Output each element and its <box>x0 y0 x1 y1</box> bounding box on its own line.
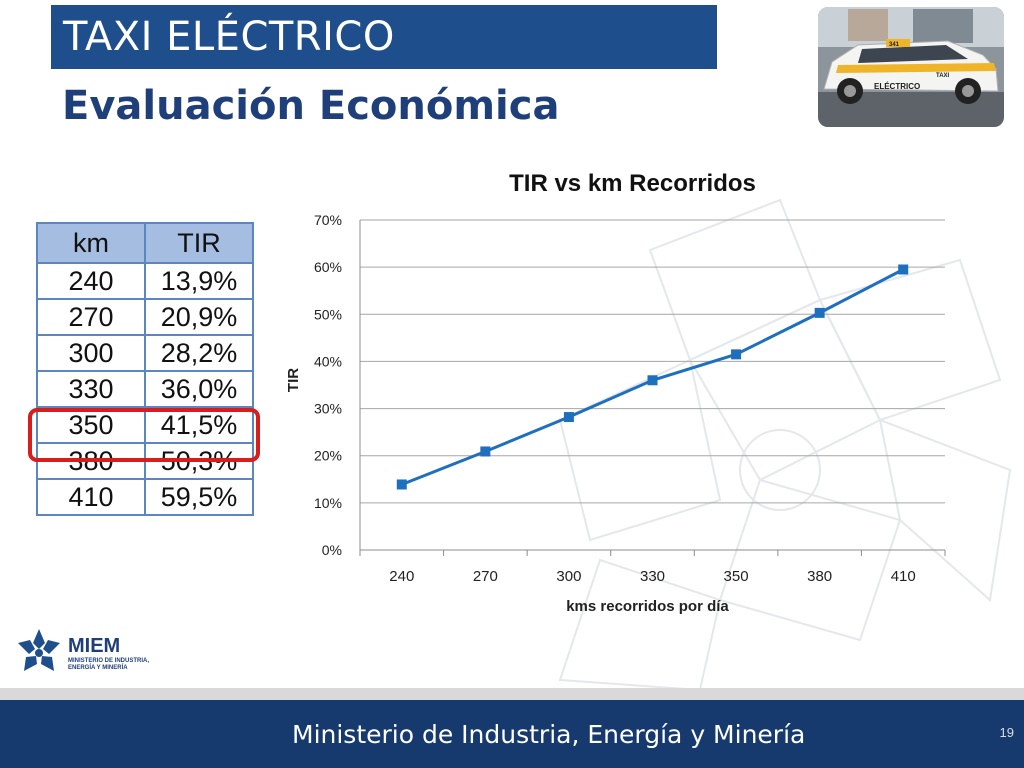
y-tick-label: 40% <box>314 353 342 369</box>
km-cell: 270 <box>36 298 146 336</box>
km-cell: 300 <box>36 334 146 372</box>
data-point <box>396 479 407 490</box>
x-tick-label: 380 <box>807 568 832 585</box>
data-point <box>898 264 909 275</box>
header-km: km <box>36 222 146 264</box>
miem-logo: MIEM Ministerio de Industria, Energía y … <box>14 627 154 679</box>
taxi-door-label: ELÉCTRICO <box>874 82 920 91</box>
footer-text: Ministerio de Industria, Energía y Miner… <box>292 720 806 749</box>
tir-cell: 28,2% <box>144 334 254 372</box>
x-tick-label: 410 <box>891 568 916 585</box>
x-tick-label: 240 <box>389 568 414 585</box>
table-row: 330 36,0% <box>36 370 254 408</box>
tir-cell: 13,9% <box>144 262 254 300</box>
tir-cell: 41,5% <box>144 406 254 444</box>
taxi-photo: 341 ELÉCTRICO TAXI <box>818 7 1004 127</box>
x-axis-title: kms recorridos por día <box>566 598 729 615</box>
y-tick-label: 30% <box>314 401 342 417</box>
slide-subtitle: Evaluación Económica <box>62 83 560 129</box>
miem-star-icon <box>18 629 60 671</box>
km-cell: 380 <box>36 442 146 480</box>
y-tick-label: 0% <box>322 542 342 558</box>
table-row-highlighted: 350 41,5% <box>36 406 254 444</box>
y-tick-label: 20% <box>314 448 342 464</box>
tir-cell: 20,9% <box>144 298 254 336</box>
x-tick-label: 300 <box>556 568 581 585</box>
km-cell: 330 <box>36 370 146 408</box>
y-tick-label: 60% <box>314 259 342 275</box>
km-cell: 350 <box>36 406 146 444</box>
highlight-box <box>28 408 260 462</box>
chart-title: TIR vs km Recorridos <box>509 170 756 197</box>
footer-divider <box>0 688 1024 700</box>
y-tick-label: 70% <box>314 212 342 228</box>
taxi-roof-number: 341 <box>889 42 900 48</box>
data-point <box>563 412 574 423</box>
data-point <box>647 375 658 386</box>
table-row: 410 59,5% <box>36 478 254 516</box>
header-tir: TIR <box>144 222 254 264</box>
slide-title: TAXI ELÉCTRICO <box>63 14 395 60</box>
x-tick-label: 270 <box>473 568 498 585</box>
footer-bar <box>0 700 1024 768</box>
taxi-illustration: 341 ELÉCTRICO TAXI <box>818 7 1004 127</box>
table-header-row: km TIR <box>36 222 254 264</box>
table-row: 380 50,3% <box>36 442 254 480</box>
y-tick-label: 10% <box>314 495 342 511</box>
slide-number: 19 <box>999 725 1014 740</box>
tir-cell: 36,0% <box>144 370 254 408</box>
tir-cell: 59,5% <box>144 478 254 516</box>
table-row: 270 20,9% <box>36 298 254 336</box>
y-axis-title: TIR <box>285 368 302 392</box>
x-tick-label: 350 <box>724 568 749 585</box>
data-point <box>814 307 825 318</box>
data-point <box>731 349 742 360</box>
tir-line-chart: TIR vs km Recorridos 0% 10% 20% 30% 40% 50% 60%… <box>285 170 946 615</box>
taxi-door-sign: TAXI <box>936 73 950 79</box>
km-cell: 410 <box>36 478 146 516</box>
km-tir-table: km TIR 240 13,9% 270 20,9% 300 28,2% 330… <box>36 222 254 516</box>
logo-subtitle: Ministerio de Industria, Energía y Miner… <box>68 658 150 671</box>
title-bar: TAXI ELÉCTRICO <box>51 5 717 69</box>
table-row: 240 13,9% <box>36 262 254 300</box>
km-cell: 240 <box>36 262 146 300</box>
table-row: 300 28,2% <box>36 334 254 372</box>
logo-name: MIEM <box>68 635 121 657</box>
x-tick-label: 330 <box>640 568 665 585</box>
y-tick-label: 50% <box>314 306 342 322</box>
data-point <box>480 446 491 457</box>
